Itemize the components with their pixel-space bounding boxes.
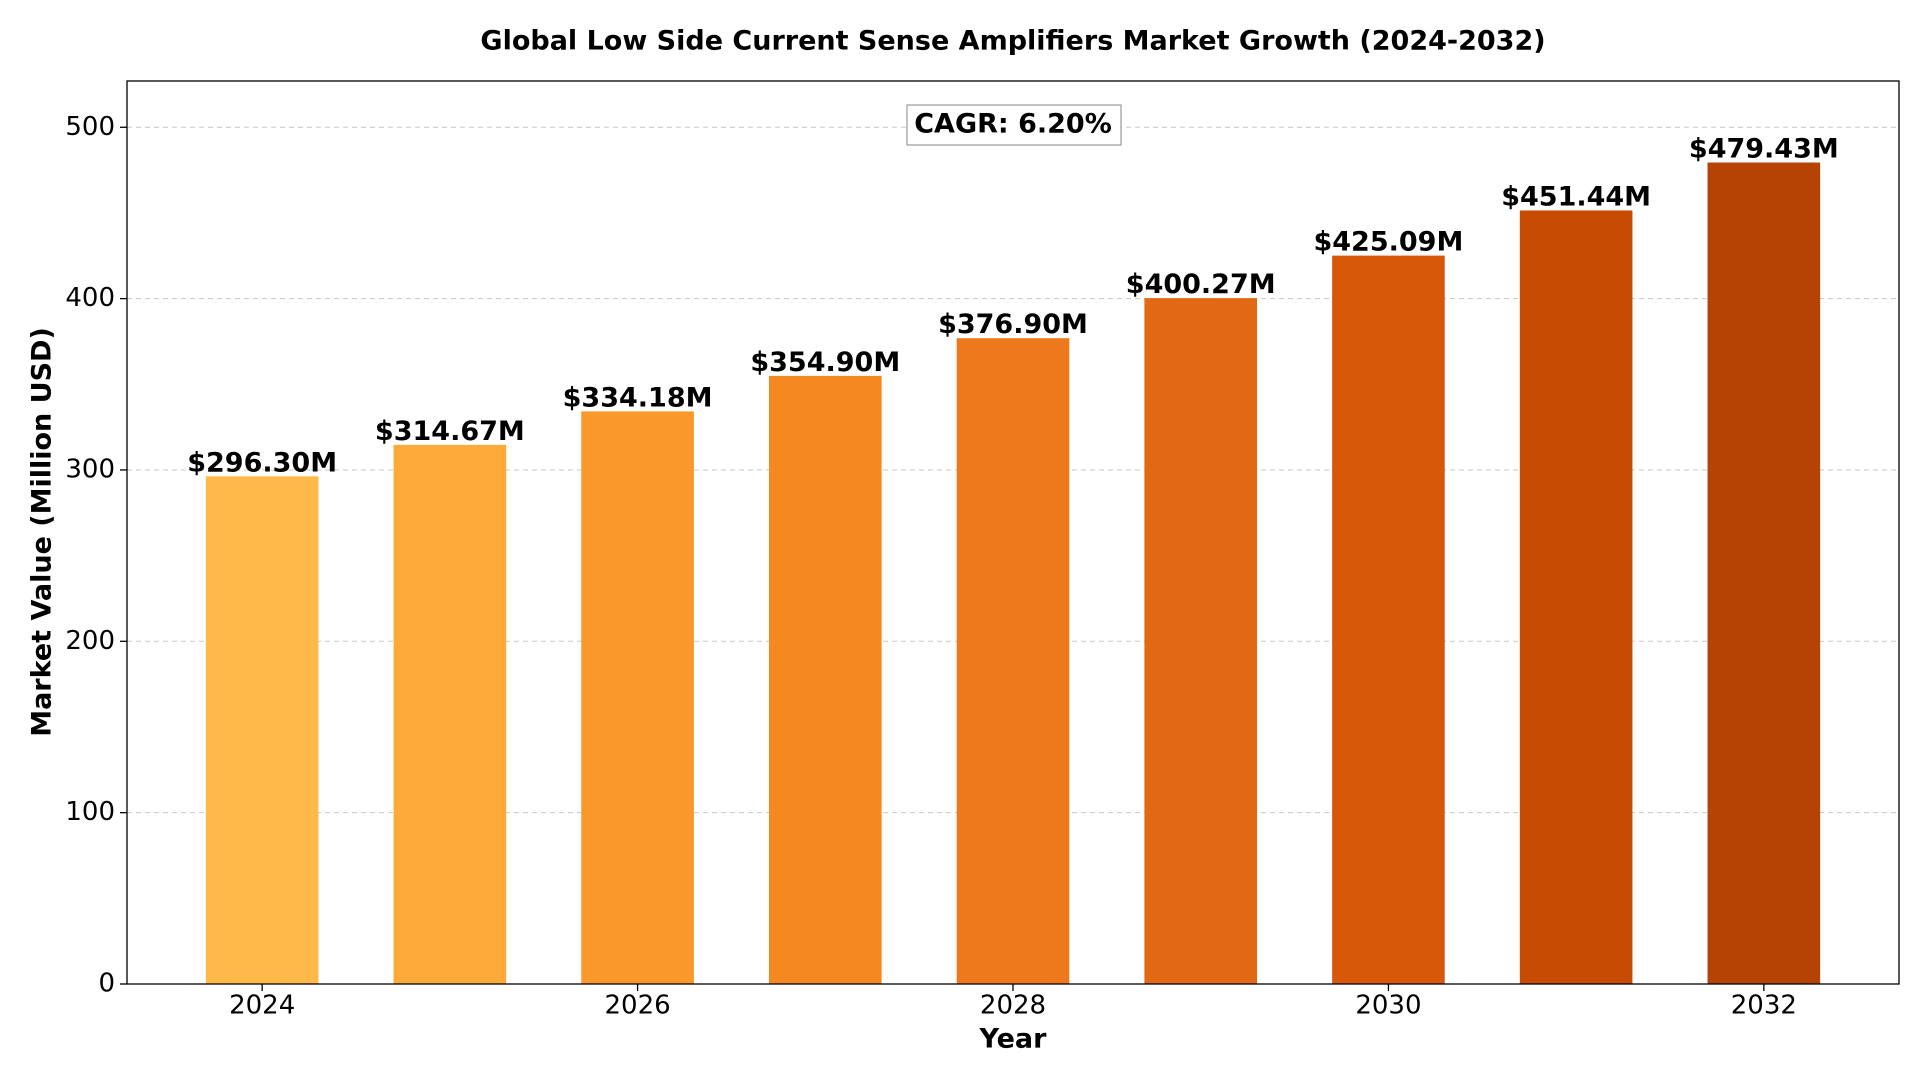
x-axis-label: Year [979,1024,1048,1055]
data-label-2024: $296.30M [187,447,337,478]
bar-2032 [1707,162,1821,984]
data-label-2029: $400.27M [1126,269,1276,300]
data-label-2030: $425.09M [1313,227,1463,258]
data-label-2028: $376.90M [938,309,1088,340]
bars [205,162,1821,985]
y-axis-label: Market Value (Million USD) [27,327,58,737]
bar-2024 [205,476,319,984]
x-tick-label: 2026 [604,991,670,1021]
cagr-annotation-box [906,104,1122,146]
data-label-2025: $314.67M [375,416,525,447]
y-tick-label: 500 [65,112,115,142]
data-labels: $296.30M $314.67M $334.18M $354.90M $376.90M… [187,134,1839,479]
data-label-2026: $334.18M [563,382,713,413]
y-tick-label: 0 [98,969,115,999]
y-tick-label: 400 [65,283,115,313]
bar-2027 [768,375,882,984]
chart-title: Global Low Side Current Sense Amplifiers… [480,26,1545,57]
bar-2028 [956,338,1070,984]
bar-2025 [393,444,507,984]
x-tick-label: 2028 [980,991,1046,1021]
x-tick-label: 2024 [229,991,295,1021]
y-axis-ticks: 0 100 200 300 400 500 [65,112,127,999]
data-label-2032: $479.43M [1689,134,1839,165]
data-label-2031: $451.44M [1501,181,1651,212]
bar-2026 [581,411,694,985]
bar-2029 [1144,298,1258,984]
x-tick-label: 2030 [1355,991,1421,1021]
x-axis-ticks: 2024 2026 2028 2030 2032 [229,984,1797,1021]
data-label-2027: $354.90M [750,347,900,378]
bar-2031 [1519,210,1633,985]
y-tick-label: 200 [65,626,115,656]
y-tick-label: 100 [65,797,115,827]
cagr-annotation-text: CAGR: 6.20% [914,109,1112,140]
y-tick-label: 300 [65,454,115,484]
bar-2030 [1332,255,1445,984]
x-tick-label: 2032 [1731,991,1797,1021]
cagr-annotation: CAGR: 6.20% [906,104,1122,146]
